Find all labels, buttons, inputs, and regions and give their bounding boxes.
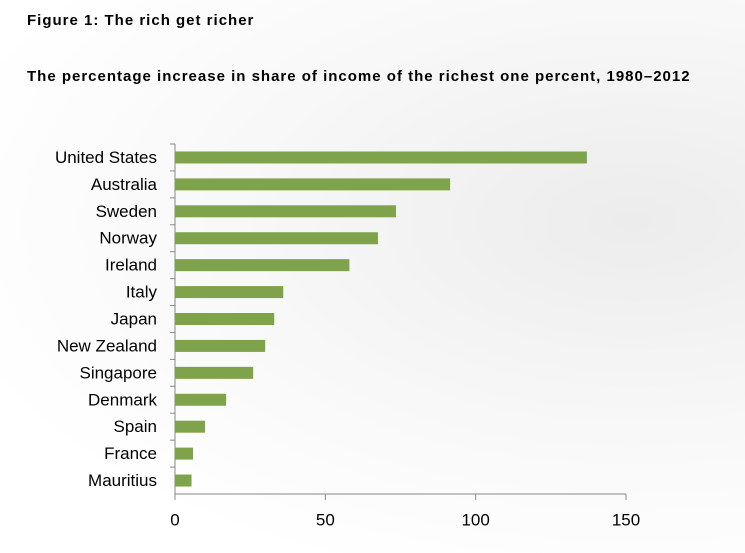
y-tick-label: Denmark [88,390,157,409]
y-tick-label: Japan [111,309,157,328]
y-tick-label: United States [55,148,157,167]
bar [175,339,266,352]
y-tick-label: Mauritius [88,471,157,490]
bar [175,286,284,299]
y-tick-label: Sweden [96,202,157,221]
bar [175,474,192,487]
y-tick-label: France [104,444,157,463]
bar [175,313,275,325]
x-tick-label: 0 [170,510,179,529]
x-tick-label: 100 [461,510,489,529]
bar [175,420,206,433]
x-tick-label: 150 [612,510,640,529]
bar [175,259,350,272]
y-tick-label: Spain [114,417,157,436]
bar [175,232,378,245]
bar [175,178,451,191]
y-tick-label: New Zealand [57,336,157,355]
bar [175,393,227,406]
y-tick-label: Australia [91,175,158,194]
chart-subtitle: The percentage increase in share of inco… [27,68,691,85]
bar [175,447,194,460]
y-tick-label: Norway [99,229,157,248]
x-tick-label: 50 [316,510,335,529]
y-tick-label: Singapore [79,363,157,382]
bar [175,205,396,218]
chart-title: Figure 1: The rich get richer [27,12,255,29]
y-tick-label: Ireland [105,256,157,275]
bar [175,151,587,164]
y-tick-label: Italy [126,283,158,302]
bar [175,366,254,379]
